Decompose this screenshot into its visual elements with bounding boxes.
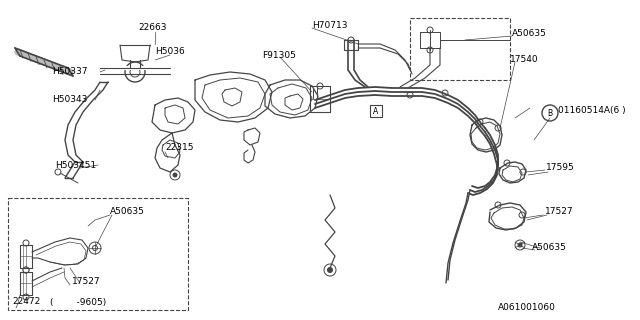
Circle shape	[515, 240, 525, 250]
Text: A061001060: A061001060	[498, 303, 556, 313]
Text: B: B	[547, 108, 552, 117]
Text: F91305: F91305	[262, 51, 296, 60]
Circle shape	[23, 267, 29, 273]
Circle shape	[495, 125, 501, 131]
Circle shape	[520, 169, 526, 175]
Text: 01160514A(6 ): 01160514A(6 )	[558, 106, 626, 115]
Text: 17527: 17527	[545, 207, 573, 217]
Circle shape	[55, 169, 61, 175]
Circle shape	[89, 242, 101, 254]
Text: H70713: H70713	[312, 20, 348, 29]
Circle shape	[125, 62, 145, 82]
Circle shape	[348, 37, 354, 43]
Circle shape	[23, 294, 29, 300]
Circle shape	[495, 202, 501, 208]
Text: 22315: 22315	[165, 143, 193, 153]
Circle shape	[504, 160, 510, 166]
Text: 22663: 22663	[138, 23, 166, 33]
Text: A: A	[373, 107, 379, 116]
Circle shape	[518, 243, 522, 247]
Circle shape	[477, 119, 483, 125]
Text: H5036: H5036	[155, 47, 185, 57]
Circle shape	[427, 47, 433, 53]
Circle shape	[170, 170, 180, 180]
Circle shape	[328, 268, 333, 273]
Circle shape	[173, 173, 177, 177]
Text: A50635: A50635	[512, 28, 547, 37]
Text: 17595: 17595	[546, 164, 575, 172]
Text: 22472: 22472	[12, 298, 40, 307]
Text: A50635: A50635	[110, 207, 145, 217]
Text: A50635: A50635	[532, 244, 567, 252]
Circle shape	[130, 67, 140, 77]
Circle shape	[427, 27, 433, 33]
Bar	[8, 198, 188, 310]
Circle shape	[407, 92, 413, 98]
Text: (        -9605): ( -9605)	[50, 298, 106, 307]
Text: 17540: 17540	[510, 55, 539, 65]
Circle shape	[324, 264, 336, 276]
Text: 17527: 17527	[72, 277, 100, 286]
Text: H503451: H503451	[55, 161, 96, 170]
Circle shape	[442, 90, 448, 96]
Text: H50337: H50337	[52, 68, 88, 76]
Circle shape	[542, 105, 558, 121]
Circle shape	[23, 240, 29, 246]
Circle shape	[93, 245, 97, 251]
Circle shape	[23, 267, 29, 273]
Text: H50343: H50343	[52, 95, 88, 105]
Bar	[410, 18, 510, 80]
Circle shape	[317, 83, 323, 89]
Circle shape	[519, 212, 525, 218]
